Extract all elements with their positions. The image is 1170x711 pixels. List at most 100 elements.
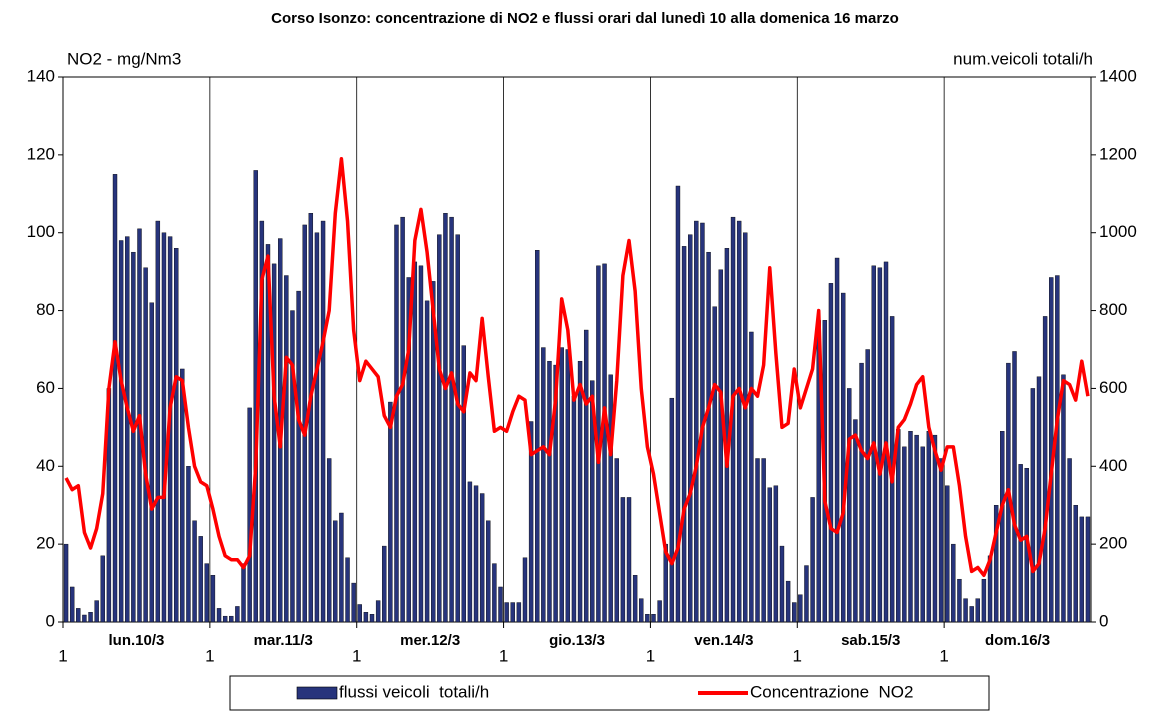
bar bbox=[571, 396, 577, 623]
bar bbox=[235, 606, 240, 623]
bar bbox=[914, 434, 919, 623]
y2-tick-label: 1200 bbox=[1099, 144, 1137, 163]
bar bbox=[541, 347, 546, 623]
bar bbox=[326, 458, 332, 623]
y-tick-label: 0 bbox=[46, 611, 55, 630]
bar bbox=[975, 598, 980, 623]
bar bbox=[363, 612, 369, 623]
bar bbox=[651, 614, 656, 623]
bar bbox=[1018, 464, 1023, 623]
bar bbox=[657, 600, 662, 623]
bar bbox=[198, 536, 203, 623]
day-label: sab.15/3 bbox=[841, 632, 900, 649]
bar bbox=[908, 431, 913, 623]
y-tick-label: 40 bbox=[36, 456, 55, 475]
chart-title: Corso Isonzo: concentrazione di NO2 e fl… bbox=[271, 10, 899, 27]
bar bbox=[1085, 516, 1091, 623]
bar bbox=[112, 174, 118, 623]
bar bbox=[357, 604, 362, 623]
bar bbox=[382, 545, 387, 623]
bar bbox=[222, 615, 228, 623]
bar bbox=[706, 251, 711, 623]
legend-label: Concentrazione NO2 bbox=[750, 682, 913, 701]
bar bbox=[620, 497, 626, 623]
bar bbox=[192, 520, 197, 623]
bar bbox=[314, 232, 320, 623]
bar bbox=[926, 431, 932, 623]
plot-area bbox=[62, 76, 1092, 623]
bar bbox=[755, 458, 760, 623]
bar bbox=[859, 362, 864, 623]
legend-label: flussi veicoli totali/h bbox=[339, 682, 489, 701]
y-tick-label: 60 bbox=[36, 378, 55, 397]
bar bbox=[100, 555, 105, 623]
bar bbox=[461, 345, 466, 623]
bar bbox=[204, 563, 209, 623]
bar bbox=[669, 397, 675, 623]
bar bbox=[1055, 275, 1060, 623]
bar bbox=[896, 429, 901, 623]
bar bbox=[259, 220, 265, 623]
bar bbox=[69, 586, 75, 623]
bar bbox=[945, 485, 950, 623]
bar bbox=[1030, 388, 1036, 623]
bar bbox=[736, 220, 742, 623]
bar bbox=[271, 263, 277, 623]
bar bbox=[216, 608, 222, 623]
bar bbox=[149, 302, 154, 623]
bar bbox=[82, 614, 87, 623]
x-tick-label: 1 bbox=[939, 646, 948, 665]
bar bbox=[877, 267, 883, 623]
bar bbox=[492, 563, 497, 623]
bar bbox=[932, 434, 938, 623]
y2-tick-label: 200 bbox=[1099, 534, 1127, 553]
legend-box bbox=[229, 675, 990, 711]
day-label: lun.10/3 bbox=[108, 632, 164, 649]
bar bbox=[902, 446, 907, 623]
bar bbox=[522, 557, 528, 623]
bar bbox=[639, 598, 644, 623]
bar bbox=[694, 220, 699, 623]
bar bbox=[229, 615, 234, 623]
bar bbox=[400, 216, 405, 623]
bar bbox=[63, 543, 69, 623]
bar bbox=[443, 213, 448, 623]
bar bbox=[449, 216, 454, 623]
y-axis-label: NO2 - mg/Nm3 bbox=[67, 49, 181, 68]
bar bbox=[1067, 458, 1072, 623]
x-tick-label: 1 bbox=[646, 646, 655, 665]
x-tick-label: 1 bbox=[205, 646, 214, 665]
day-label: gio.13/3 bbox=[549, 632, 605, 649]
x-tick-label: 1 bbox=[58, 646, 67, 665]
bar bbox=[320, 220, 326, 623]
y2-tick-label: 400 bbox=[1099, 456, 1127, 475]
bar bbox=[951, 543, 956, 623]
bar bbox=[369, 614, 375, 623]
bar bbox=[1079, 516, 1085, 623]
bar bbox=[583, 329, 589, 623]
bar bbox=[773, 485, 779, 623]
bar bbox=[265, 244, 271, 623]
line bbox=[64, 157, 1090, 578]
bar bbox=[498, 586, 503, 623]
bar bbox=[467, 481, 473, 623]
bar bbox=[614, 458, 619, 623]
bar bbox=[865, 349, 870, 623]
bar bbox=[840, 292, 846, 623]
bar bbox=[743, 232, 748, 623]
bar bbox=[180, 368, 185, 623]
bar bbox=[174, 248, 179, 623]
bar bbox=[394, 224, 399, 623]
bar bbox=[853, 419, 858, 623]
bar bbox=[186, 466, 191, 623]
bar bbox=[437, 234, 442, 623]
bar bbox=[131, 251, 136, 623]
bar bbox=[779, 545, 785, 623]
bar bbox=[688, 234, 693, 623]
bar bbox=[553, 364, 558, 623]
bar bbox=[798, 594, 803, 623]
bar bbox=[412, 261, 418, 623]
bar bbox=[406, 277, 411, 623]
y2-tick-label: 1400 bbox=[1099, 66, 1137, 85]
